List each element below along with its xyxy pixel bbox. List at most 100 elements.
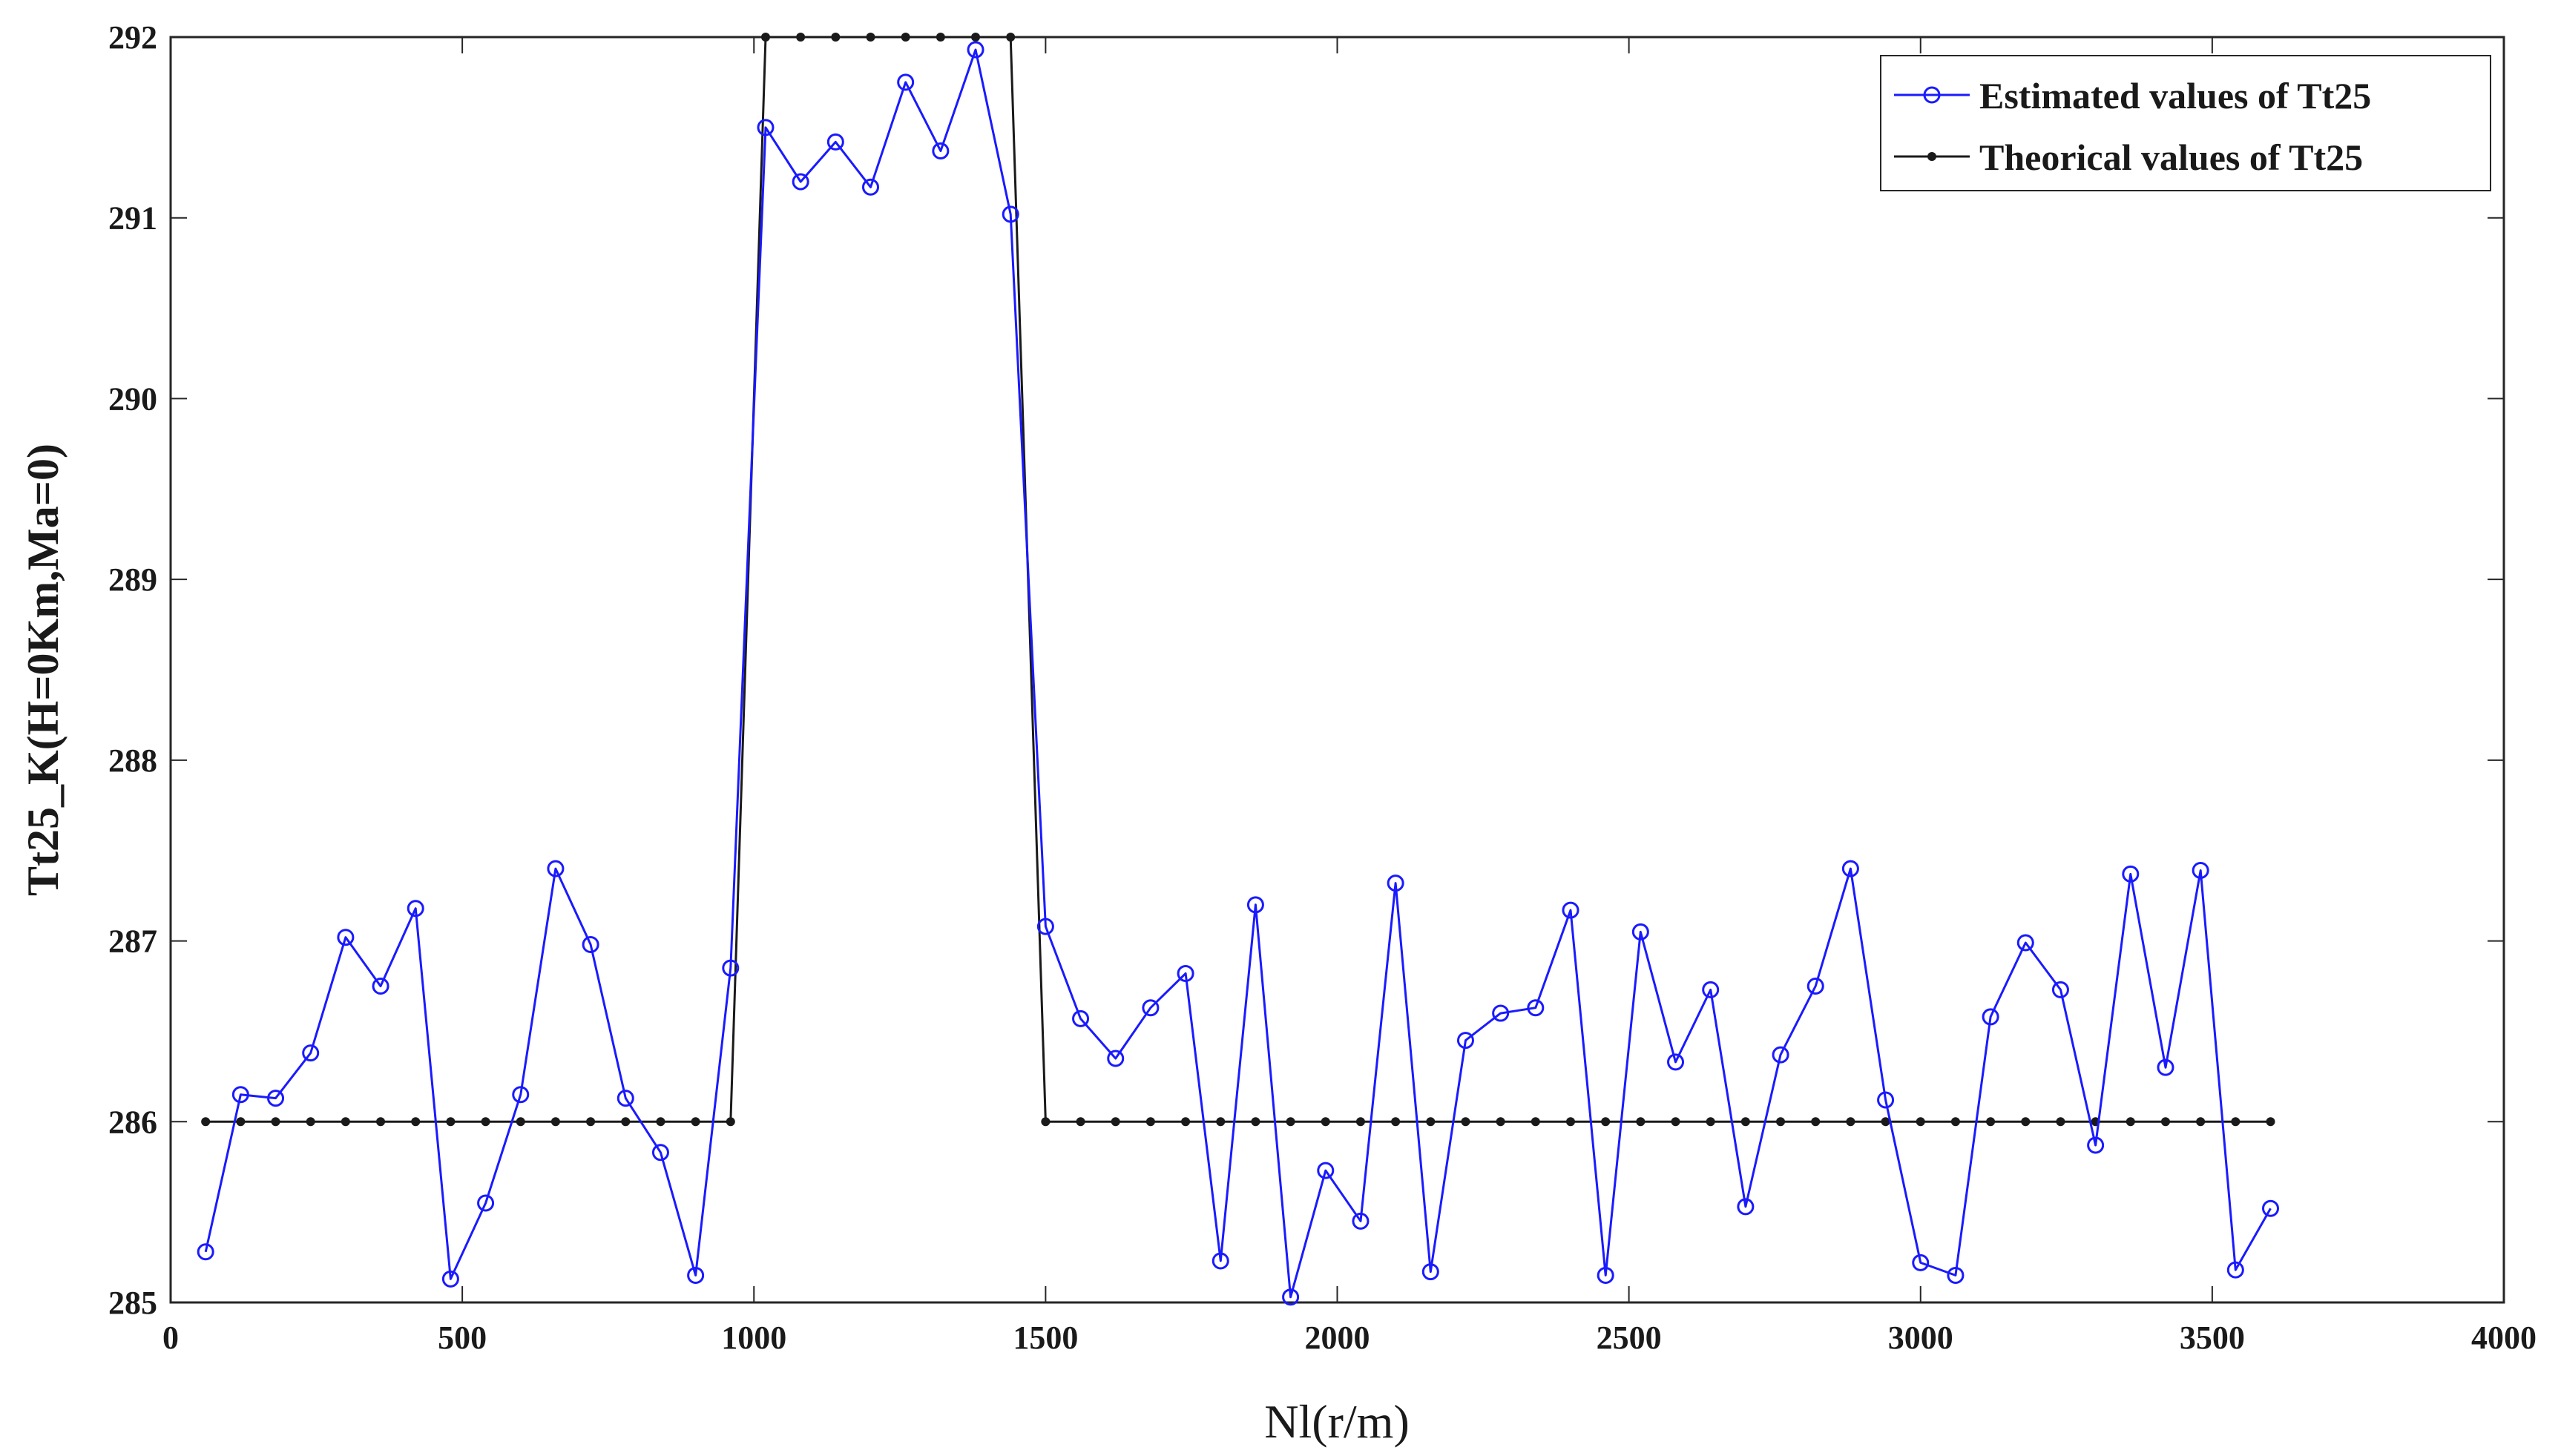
data-point-theorical: [1426, 1117, 1436, 1127]
data-point-theorical: [866, 33, 875, 42]
data-point-theorical: [1740, 1117, 1750, 1127]
data-point-estimated: [582, 935, 599, 953]
data-point-estimated: [2051, 981, 2069, 998]
data-point-estimated: [687, 1266, 705, 1284]
data-point-estimated: [1142, 999, 1160, 1017]
data-point-estimated: [897, 73, 915, 91]
data-point-estimated: [302, 1044, 320, 1062]
data-point-estimated: [2087, 1136, 2105, 1154]
data-point-estimated: [337, 929, 355, 946]
legend-box: [1880, 55, 2491, 191]
data-point-estimated: [862, 178, 879, 196]
data-point-theorical: [901, 33, 910, 42]
data-point-estimated: [1702, 981, 1720, 998]
data-point-theorical: [376, 1117, 386, 1127]
y-tick-label: 287: [108, 923, 157, 960]
legend-marker-estimated: [1923, 86, 1941, 104]
data-point-estimated: [1877, 1091, 1895, 1109]
x-tick-label: 3000: [1888, 1320, 1953, 1356]
data-point-theorical: [1496, 1117, 1505, 1127]
data-point-theorical: [1706, 1117, 1715, 1127]
data-point-estimated: [967, 41, 984, 59]
data-point-estimated: [197, 1243, 214, 1261]
x-tick-label: 2000: [1305, 1320, 1370, 1356]
data-point-estimated: [441, 1270, 459, 1288]
data-point-estimated: [757, 119, 775, 136]
data-point-theorical: [831, 33, 841, 42]
data-point-theorical: [306, 1117, 315, 1127]
data-point-estimated: [1387, 874, 1404, 892]
x-tick-label: 2500: [1597, 1320, 1662, 1356]
data-point-estimated: [651, 1144, 669, 1162]
data-point-theorical: [1181, 1117, 1191, 1127]
data-point-theorical: [1881, 1117, 1890, 1127]
y-tick-label: 291: [108, 200, 157, 237]
data-point-estimated: [1527, 999, 1545, 1017]
data-point-theorical: [2126, 1117, 2135, 1127]
data-point-estimated: [407, 900, 424, 918]
data-point-theorical: [1671, 1117, 1680, 1127]
data-point-estimated: [372, 978, 389, 995]
data-point-estimated: [1317, 1162, 1335, 1179]
data-point-theorical: [1461, 1117, 1470, 1127]
data-point-estimated: [722, 959, 740, 977]
data-point-theorical: [481, 1117, 490, 1127]
data-point-theorical: [726, 1117, 735, 1127]
data-point-theorical: [1601, 1117, 1611, 1127]
data-point-estimated: [1947, 1266, 1965, 1284]
legend-label-theorical: Theorical values of Tt25: [1979, 136, 2363, 178]
data-point-theorical: [1355, 1117, 1365, 1127]
data-point-estimated: [547, 860, 565, 877]
plot-area: [169, 36, 2505, 1304]
series-group: [197, 33, 2279, 1306]
data-point-estimated: [2157, 1058, 2174, 1076]
data-point-theorical: [1041, 1117, 1051, 1127]
data-point-theorical: [446, 1117, 456, 1127]
data-point-theorical: [586, 1117, 596, 1127]
data-point-estimated: [2122, 865, 2140, 883]
axis-ticks: 0 500 1000 1500 2000 2500 3000 3500 4000 285 286 28…: [108, 19, 2537, 1356]
data-point-estimated: [1737, 1198, 1755, 1216]
y-tick-label: 288: [108, 742, 157, 779]
data-point-estimated: [2262, 1199, 2279, 1217]
data-point-theorical: [656, 1117, 665, 1127]
y-tick-label: 286: [108, 1104, 157, 1140]
data-point-estimated: [1667, 1053, 1685, 1071]
data-point-theorical: [2196, 1117, 2206, 1127]
x-tick-label: 500: [438, 1320, 487, 1356]
data-point-estimated: [1982, 1008, 1999, 1026]
data-point-estimated: [1177, 964, 1194, 982]
data-point-theorical: [1916, 1117, 1925, 1127]
data-point-theorical: [2231, 1117, 2241, 1127]
data-point-theorical: [691, 1117, 700, 1127]
data-point-theorical: [1846, 1117, 1855, 1127]
data-point-theorical: [2266, 1117, 2275, 1127]
data-point-estimated: [1562, 901, 1579, 919]
data-point-estimated: [1002, 205, 1019, 223]
data-point-theorical: [1321, 1117, 1330, 1127]
data-point-theorical: [1776, 1117, 1786, 1127]
data-point-theorical: [2160, 1117, 2170, 1127]
data-point-theorical: [1216, 1117, 1226, 1127]
data-point-theorical: [1286, 1117, 1295, 1127]
data-point-theorical: [1811, 1117, 1821, 1127]
data-point-theorical: [936, 33, 945, 42]
y-tick-label: 290: [108, 381, 157, 417]
data-point-theorical: [1006, 33, 1016, 42]
data-point-theorical: [2056, 1117, 2065, 1127]
data-point-theorical: [971, 33, 981, 42]
data-point-theorical: [1145, 1117, 1155, 1127]
series-line-1: [206, 36, 2271, 1123]
data-point-theorical: [411, 1117, 421, 1127]
data-point-estimated: [1912, 1254, 1930, 1271]
data-point-estimated: [1036, 918, 1054, 935]
data-point-theorical: [1251, 1117, 1260, 1127]
data-point-estimated: [1631, 923, 1649, 941]
data-point-estimated: [1456, 1032, 1474, 1050]
y-tick-label: 292: [108, 19, 157, 56]
data-point-theorical: [271, 1117, 280, 1127]
data-point-estimated: [1246, 896, 1264, 914]
data-point-estimated: [1282, 1288, 1300, 1306]
data-point-theorical: [1986, 1117, 1996, 1127]
data-point-theorical: [1111, 1117, 1120, 1127]
